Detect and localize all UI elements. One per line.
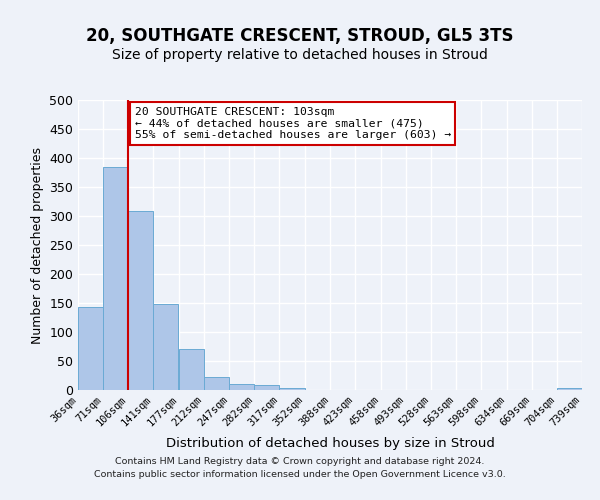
Text: 20, SOUTHGATE CRESCENT, STROUD, GL5 3TS: 20, SOUTHGATE CRESCENT, STROUD, GL5 3TS: [86, 28, 514, 46]
Bar: [557, 388, 582, 390]
Text: Contains HM Land Registry data © Crown copyright and database right 2024.: Contains HM Land Registry data © Crown c…: [115, 458, 485, 466]
X-axis label: Distribution of detached houses by size in Stroud: Distribution of detached houses by size …: [166, 437, 494, 450]
Bar: [280, 388, 305, 390]
Bar: [103, 166, 128, 390]
Bar: [254, 386, 280, 390]
Bar: [128, 212, 153, 390]
Text: Size of property relative to detached houses in Stroud: Size of property relative to detached ho…: [112, 48, 488, 62]
Bar: [78, 307, 103, 390]
Bar: [179, 350, 204, 390]
Y-axis label: Number of detached properties: Number of detached properties: [31, 146, 44, 344]
Text: 20 SOUTHGATE CRESCENT: 103sqm
← 44% of detached houses are smaller (475)
55% of : 20 SOUTHGATE CRESCENT: 103sqm ← 44% of d…: [134, 107, 451, 140]
Bar: [229, 384, 254, 390]
Text: Contains public sector information licensed under the Open Government Licence v3: Contains public sector information licen…: [94, 470, 506, 479]
Bar: [153, 304, 178, 390]
Bar: [204, 377, 229, 390]
